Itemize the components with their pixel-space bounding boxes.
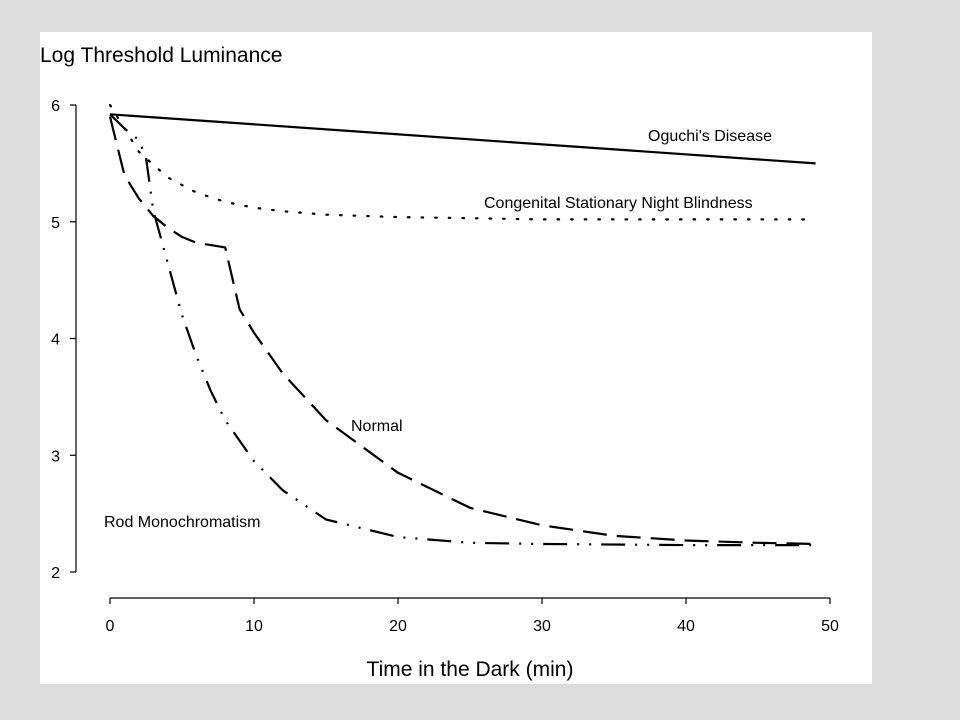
x-tick-label: 0 bbox=[106, 618, 115, 635]
series-lines bbox=[108, 103, 817, 547]
x-tick-label: 10 bbox=[245, 618, 263, 635]
x-axis-title: Time in the Dark (min) bbox=[367, 658, 574, 681]
chart-panel bbox=[40, 32, 872, 684]
series-label-oguchi: Oguchi's Disease bbox=[648, 128, 772, 145]
series-line-oguchi bbox=[109, 113, 816, 165]
y-axis-title: Log Threshold Luminance bbox=[40, 44, 282, 67]
y-tick-label: 2 bbox=[51, 565, 60, 582]
series-label-csnb: Congenital Stationary Night Blindness bbox=[484, 195, 753, 212]
y-tick-label: 4 bbox=[51, 332, 60, 349]
x-tick-label: 40 bbox=[677, 618, 695, 635]
x-tick-label: 50 bbox=[821, 618, 839, 635]
y-ticks: 2 3 4 5 6 bbox=[51, 98, 76, 582]
y-tick-label: 6 bbox=[51, 98, 60, 115]
series-label-normal: Normal bbox=[351, 418, 403, 435]
y-tick-label: 5 bbox=[51, 215, 60, 232]
y-tick-label: 3 bbox=[51, 448, 60, 465]
x-ticks: 0 10 20 30 40 50 bbox=[106, 598, 839, 635]
x-tick-label: 20 bbox=[389, 618, 407, 635]
series-label-rod-monochromatism: Rod Monochromatism bbox=[104, 514, 261, 531]
series-line-rod-monochromatism bbox=[109, 113, 816, 547]
x-tick-label: 30 bbox=[533, 618, 551, 635]
series-line-normal bbox=[108, 116, 816, 546]
